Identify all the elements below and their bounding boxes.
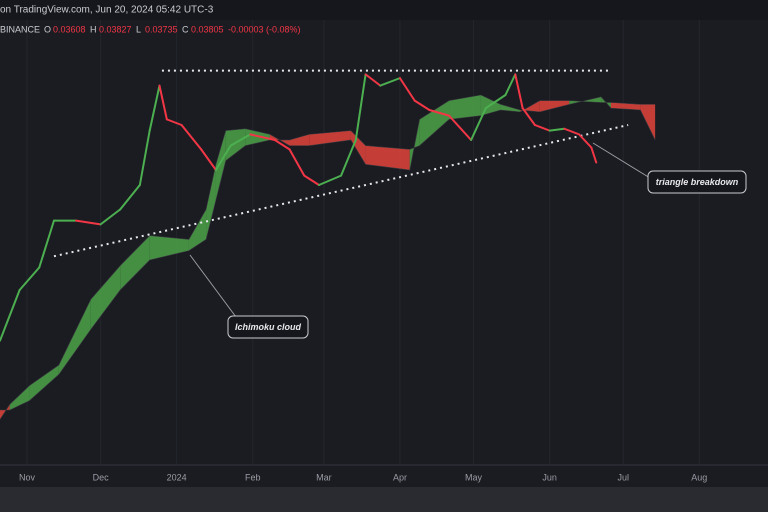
cloud-segment <box>365 145 410 170</box>
price-segment <box>484 94 507 110</box>
price-segment <box>158 84 168 121</box>
price-segment <box>165 118 183 126</box>
price-segment <box>548 127 566 132</box>
price-segment <box>398 77 416 102</box>
price-segment <box>148 84 161 132</box>
legend-text: 0.03735 <box>145 24 178 34</box>
price-segment <box>200 148 217 171</box>
legend-text: O <box>44 24 51 34</box>
price-segment <box>18 266 41 291</box>
price-segment <box>273 139 291 151</box>
x-tick-label: May <box>465 472 483 482</box>
cloud-segment <box>188 209 207 251</box>
x-tick-label: Mar <box>316 472 332 482</box>
x-tick-label: 2024 <box>167 472 187 482</box>
cloud-segment <box>539 100 570 112</box>
price-segment <box>364 73 382 87</box>
legend-text: -0.00003 (-0.08%) <box>228 24 301 34</box>
cloud-segment <box>350 130 366 165</box>
price-segment <box>379 77 401 87</box>
price-segment <box>249 133 276 141</box>
price-segment <box>590 146 598 164</box>
legend-text: C <box>182 24 189 34</box>
cloud-span-b <box>0 100 656 411</box>
cloud-segment <box>206 164 216 240</box>
cloud-segment <box>90 265 121 330</box>
price-segment <box>533 124 551 132</box>
cloud-segment <box>289 134 310 146</box>
annotations: Ichimoku cloud triangle breakdown <box>189 142 747 339</box>
price-segment <box>428 109 451 117</box>
pointer <box>189 254 237 318</box>
price-segment <box>413 99 431 111</box>
annotation-box <box>227 315 309 339</box>
annotation: Ichimoku cloud <box>235 322 302 332</box>
price-segment <box>138 129 151 186</box>
x-tick-label: Nov <box>19 472 36 482</box>
price-segment <box>563 127 581 136</box>
legend-text: H <box>90 24 97 34</box>
footer-bar <box>0 487 768 512</box>
cloud-segment <box>120 235 150 290</box>
cloud-segment <box>640 104 656 140</box>
price-segment <box>99 208 122 226</box>
price-segment <box>470 107 487 141</box>
legend-text: 0.03805 <box>191 24 224 34</box>
annotation-box <box>647 170 747 194</box>
price-segment <box>340 139 357 177</box>
cloud-segment <box>309 130 351 146</box>
x-tick-label: Feb <box>245 472 261 482</box>
price-segment <box>448 114 473 141</box>
cloud-segment <box>58 299 91 375</box>
price-segment <box>521 107 536 126</box>
cloud-span-a <box>0 94 656 420</box>
legend-text: 0.03608 <box>53 24 86 34</box>
price-segment <box>303 174 320 186</box>
price-segment <box>504 73 517 96</box>
cloud-segment <box>29 365 59 401</box>
legend-text: L <box>136 24 141 34</box>
legend-text: BINANCE <box>0 24 40 34</box>
pointer <box>592 142 651 179</box>
price-segment <box>119 184 141 211</box>
cloud-segment <box>225 128 246 161</box>
cloud-segment <box>449 95 481 120</box>
cloud-segment <box>419 100 450 146</box>
source: on TradingView.com, Jun 20, 2024 05:42 U… <box>0 5 214 16</box>
x-tick-label: Dec <box>93 472 110 482</box>
price-segment <box>354 73 367 141</box>
cloud-segment <box>610 102 641 110</box>
x-tick-label: Aug <box>691 472 707 482</box>
x-tick-label: Apr <box>393 472 407 482</box>
price-segment <box>578 133 593 149</box>
annotation: triangle breakdown <box>656 177 739 187</box>
x-tick-label: Jun <box>542 472 557 482</box>
price-segment <box>229 133 252 147</box>
x-tick-label: Jul <box>617 472 629 482</box>
price-segment <box>317 174 343 186</box>
header-bar <box>0 0 768 20</box>
price-segment <box>214 144 232 171</box>
price-segment <box>38 219 55 269</box>
legend-text: 0.03827 <box>99 24 132 34</box>
cloud-segment <box>149 235 189 260</box>
cloud-segment <box>215 130 226 200</box>
price-segment <box>0 289 21 342</box>
cloud-segment <box>9 385 30 410</box>
price-segment <box>288 148 306 177</box>
price-segment <box>75 219 102 226</box>
price-segment <box>180 124 203 151</box>
price-segment <box>514 73 524 110</box>
cloud-segment <box>500 104 521 112</box>
trendline <box>53 124 629 258</box>
